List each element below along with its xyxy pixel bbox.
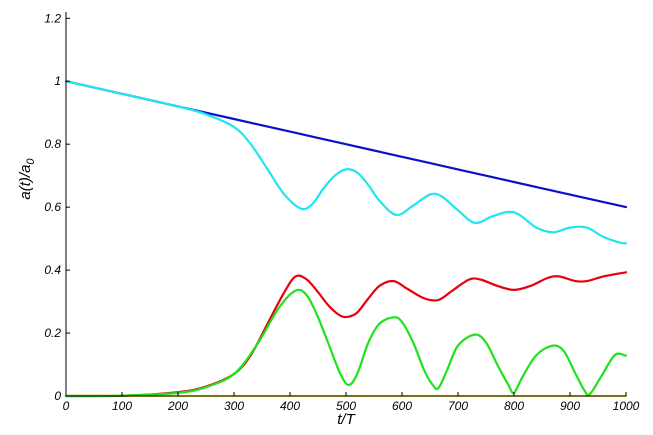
x-tick-label: 700 xyxy=(448,399,468,413)
y-axis-title: a(t)/a0 xyxy=(17,158,37,200)
axes xyxy=(65,12,626,397)
y-tick-label: 0.6 xyxy=(44,200,61,214)
x-tick-label: 800 xyxy=(504,399,524,413)
y-tick-label: 0.4 xyxy=(44,263,61,277)
ticks-layer: 0 100 200 300 400 500 600 700 800 900 1000 0 0.2 0.4 0… xyxy=(44,11,639,413)
y-tick-label: 0 xyxy=(54,389,61,403)
series-line-2 xyxy=(64,271,628,398)
x-tick-label: 100 xyxy=(112,399,132,413)
x-tick-label: 200 xyxy=(167,399,188,413)
y-tick-label: 0.8 xyxy=(44,137,61,151)
series-line-1 xyxy=(64,80,628,245)
x-tick-label: 600 xyxy=(392,399,412,413)
x-tick-label: 1000 xyxy=(613,399,640,413)
series-line-3 xyxy=(64,288,628,398)
x-tick-label: 0 xyxy=(63,399,70,413)
x-tick-label: 400 xyxy=(280,399,300,413)
y-tick-label: 0.2 xyxy=(44,326,61,340)
x-axis-title: t/T xyxy=(337,411,356,428)
y-axis-title-subscript: 0 xyxy=(25,158,37,165)
y-axis-title-main: a(t)/a xyxy=(17,165,34,200)
series-layer xyxy=(64,80,628,398)
x-tick-label: 900 xyxy=(560,399,580,413)
y-tick-label: 1.2 xyxy=(44,11,61,25)
x-tick-label: 500 xyxy=(336,399,356,413)
x-tick-label: 300 xyxy=(224,399,244,413)
y-tick-label: 1 xyxy=(54,74,61,88)
